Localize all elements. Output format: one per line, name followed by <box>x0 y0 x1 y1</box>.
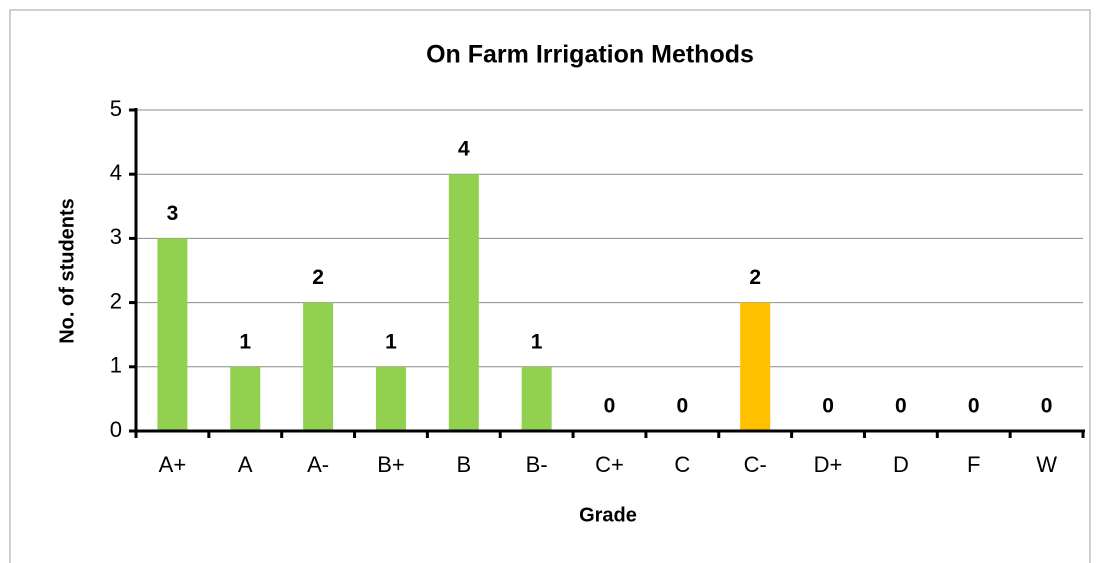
value-label: 0 <box>822 395 834 418</box>
x-tick-label: D+ <box>814 452 843 477</box>
chart-title: On Farm Irrigation Methods <box>426 41 754 69</box>
x-tick-label: B <box>456 452 471 477</box>
x-tick-label: B+ <box>377 452 405 477</box>
x-tick-label: A <box>238 452 253 477</box>
y-tick-label: 2 <box>110 288 122 313</box>
value-label: 0 <box>1041 395 1053 418</box>
x-tick-label: B- <box>526 452 548 477</box>
bar <box>740 302 771 431</box>
value-label: 0 <box>604 395 616 418</box>
y-tick-label: 3 <box>110 224 122 249</box>
x-tick-label: C <box>674 452 690 477</box>
value-label: 0 <box>968 395 980 418</box>
y-tick-label: 1 <box>110 353 122 378</box>
x-axis-label: Grade <box>579 504 637 526</box>
value-label: 1 <box>531 330 543 353</box>
chart-border <box>9 9 1091 563</box>
y-axis-label: No. of students <box>56 198 78 344</box>
x-tick-label: C- <box>744 452 767 477</box>
bar <box>157 238 188 431</box>
value-label: 3 <box>167 202 179 225</box>
value-label: 0 <box>895 395 907 418</box>
x-tick-label: W <box>1036 452 1057 477</box>
bar <box>303 302 334 431</box>
bar <box>230 366 261 431</box>
x-tick-label: D <box>893 452 909 477</box>
value-label: 4 <box>458 138 470 161</box>
x-tick-label: A- <box>307 452 329 477</box>
y-tick-label: 5 <box>110 96 122 121</box>
x-tick-label: F <box>967 452 980 477</box>
value-label: 1 <box>239 330 251 353</box>
value-label: 2 <box>749 266 761 289</box>
bar <box>448 174 479 431</box>
value-label: 0 <box>677 395 689 418</box>
x-tick-label: C+ <box>595 452 624 477</box>
y-tick-label: 4 <box>110 160 122 185</box>
bar <box>521 366 552 431</box>
x-tick-label: A+ <box>159 452 187 477</box>
y-tick-label: 0 <box>110 417 122 442</box>
bar <box>375 366 406 431</box>
value-label: 1 <box>385 330 397 353</box>
value-label: 2 <box>312 266 324 289</box>
